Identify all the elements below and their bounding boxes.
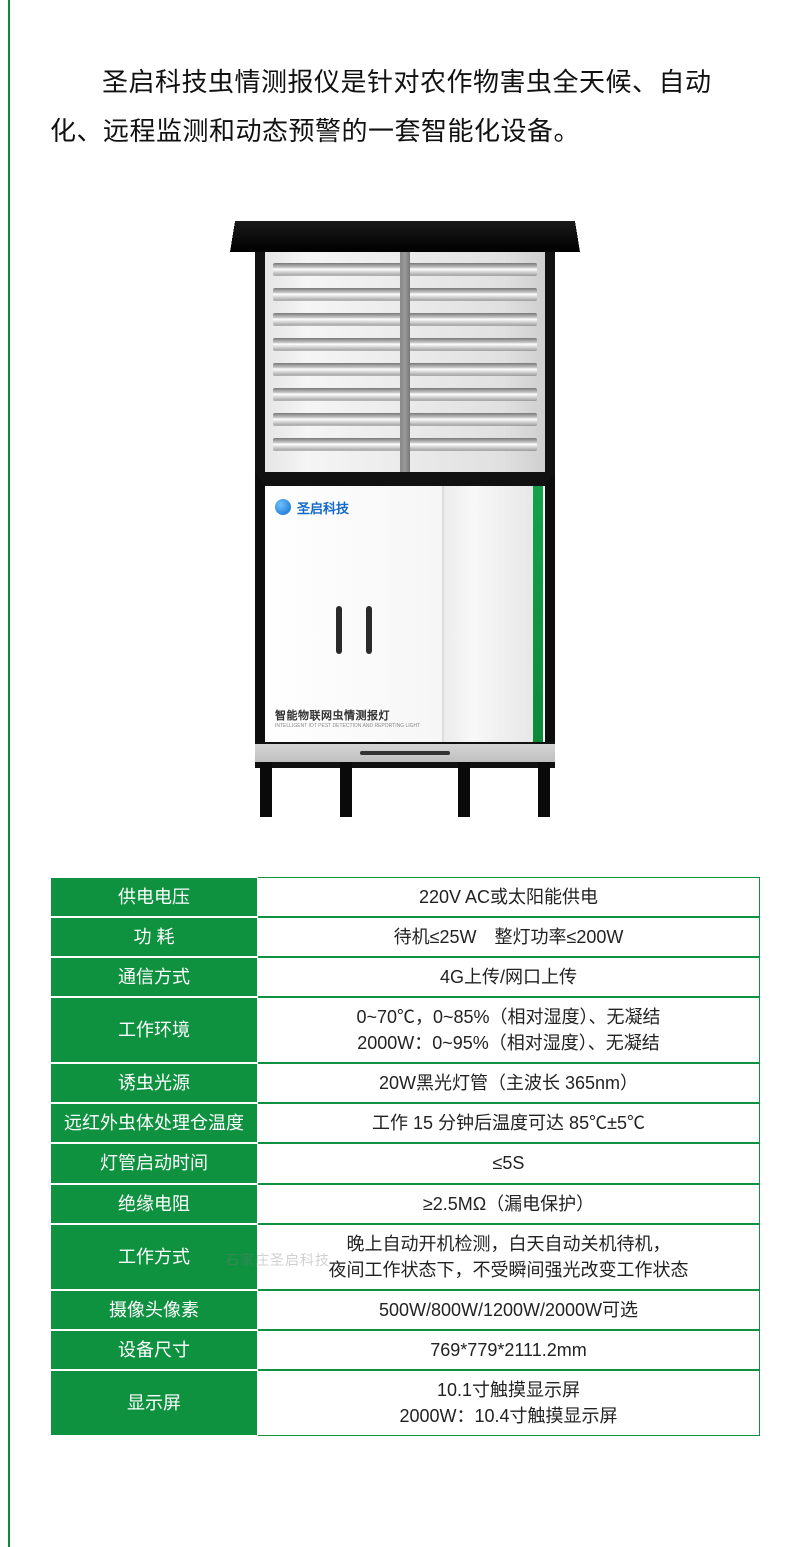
product-label: 智能物联网虫情测报灯 INTELLIGENT IOT PEST DETECTIO… (275, 709, 420, 730)
spec-label: 远红外虫体处理仓温度 (50, 1103, 258, 1143)
intro-paragraph: 圣启科技虫情测报仪是针对农作物害虫全天候、自动化、远程监测和动态预警的一套智能化… (50, 0, 760, 157)
spec-label: 摄像头像素 (50, 1290, 258, 1330)
table-row: 供电电压220V AC或太阳能供电 (50, 877, 760, 917)
table-row: 工作环境0~70℃，0~85%（相对湿度）、无凝结2000W：0~95%（相对湿… (50, 997, 760, 1063)
device-louver-cage (255, 242, 555, 472)
device-illustration-wrap: 圣启科技 智能物联网虫情测报灯 INTELLIGENT IOT PEST DET… (50, 217, 760, 817)
spec-value: 10.1寸触摸显示屏2000W：10.4寸触摸显示屏 (258, 1370, 760, 1436)
spec-label: 供电电压 (50, 877, 258, 917)
table-row: 功 耗待机≤25W 整灯功率≤200W (50, 917, 760, 957)
spec-label: 显示屏 (50, 1370, 258, 1436)
spec-value: 0~70℃，0~85%（相对湿度）、无凝结2000W：0~95%（相对湿度）、无… (258, 997, 760, 1063)
device-cabinet: 圣启科技 智能物联网虫情测报灯 INTELLIGENT IOT PEST DET… (255, 472, 555, 742)
handle-left (336, 606, 342, 654)
device-leg (538, 762, 550, 817)
brand-logo: 圣启科技 (275, 498, 432, 517)
spec-label: 绝缘电阻 (50, 1184, 258, 1224)
spec-label: 诱虫光源 (50, 1063, 258, 1103)
table-row: 绝缘电阻≥2.5MΩ（漏电保护） (50, 1184, 760, 1224)
table-row: 设备尺寸769*779*2111.2mm (50, 1330, 760, 1370)
spec-label: 功 耗 (50, 917, 258, 957)
cabinet-handles (265, 606, 442, 654)
spec-label: 工作环境 (50, 997, 258, 1063)
page-container: 圣启科技虫情测报仪是针对农作物害虫全天候、自动化、远程监测和动态预警的一套智能化… (8, 0, 800, 1547)
spec-label: 通信方式 (50, 957, 258, 997)
table-row: 诱虫光源20W黑光灯管（主波长 365nm） (50, 1063, 760, 1103)
spec-label: 设备尺寸 (50, 1330, 258, 1370)
device-leg (340, 762, 352, 817)
spec-value: 工作 15 分钟后温度可达 85℃±5℃ (258, 1103, 760, 1143)
product-label-cn: 智能物联网虫情测报灯 (275, 709, 420, 723)
table-row: 摄像头像素500W/800W/1200W/2000W可选 (50, 1290, 760, 1330)
cabinet-front: 圣启科技 智能物联网虫情测报灯 INTELLIGENT IOT PEST DET… (265, 486, 443, 742)
table-row: 通信方式4G上传/网口上传 (50, 957, 760, 997)
product-label-en: INTELLIGENT IOT PEST DETECTION AND REPOR… (275, 723, 420, 730)
device-leg (260, 762, 272, 817)
table-row: 显示屏10.1寸触摸显示屏2000W：10.4寸触摸显示屏 (50, 1370, 760, 1436)
device-tray (255, 742, 555, 768)
spec-table: 供电电压220V AC或太阳能供电功 耗待机≤25W 整灯功率≤200W通信方式… (50, 877, 760, 1436)
cabinet-side (443, 486, 543, 742)
brand-name: 圣启科技 (297, 498, 349, 517)
spec-value: 220V AC或太阳能供电 (258, 877, 760, 917)
spec-table-body: 供电电压220V AC或太阳能供电功 耗待机≤25W 整灯功率≤200W通信方式… (50, 877, 760, 1436)
cage-pillar (400, 242, 410, 472)
device-illustration: 圣启科技 智能物联网虫情测报灯 INTELLIGENT IOT PEST DET… (250, 217, 560, 817)
logo-icon (275, 499, 291, 515)
table-row: 灯管启动时间≤5S (50, 1143, 760, 1183)
device-roof (230, 221, 580, 252)
spec-value: 20W黑光灯管（主波长 365nm） (258, 1063, 760, 1103)
spec-value: 晚上自动开机检测，白天自动关机待机，夜间工作状态下，不受瞬间强光改变工作状态 (258, 1224, 760, 1290)
spec-value: ≥2.5MΩ（漏电保护） (258, 1184, 760, 1224)
spec-value: 769*779*2111.2mm (258, 1330, 760, 1370)
device-leg (458, 762, 470, 817)
table-row: 远红外虫体处理仓温度工作 15 分钟后温度可达 85℃±5℃ (50, 1103, 760, 1143)
spec-label: 灯管启动时间 (50, 1143, 258, 1183)
handle-right (366, 606, 372, 654)
table-row: 工作方式晚上自动开机检测，白天自动关机待机，夜间工作状态下，不受瞬间强光改变工作… (50, 1224, 760, 1290)
spec-value: 4G上传/网口上传 (258, 957, 760, 997)
spec-value: ≤5S (258, 1143, 760, 1183)
spec-label: 工作方式 (50, 1224, 258, 1290)
spec-value: 待机≤25W 整灯功率≤200W (258, 917, 760, 957)
spec-value: 500W/800W/1200W/2000W可选 (258, 1290, 760, 1330)
side-green-stripe (533, 486, 543, 742)
